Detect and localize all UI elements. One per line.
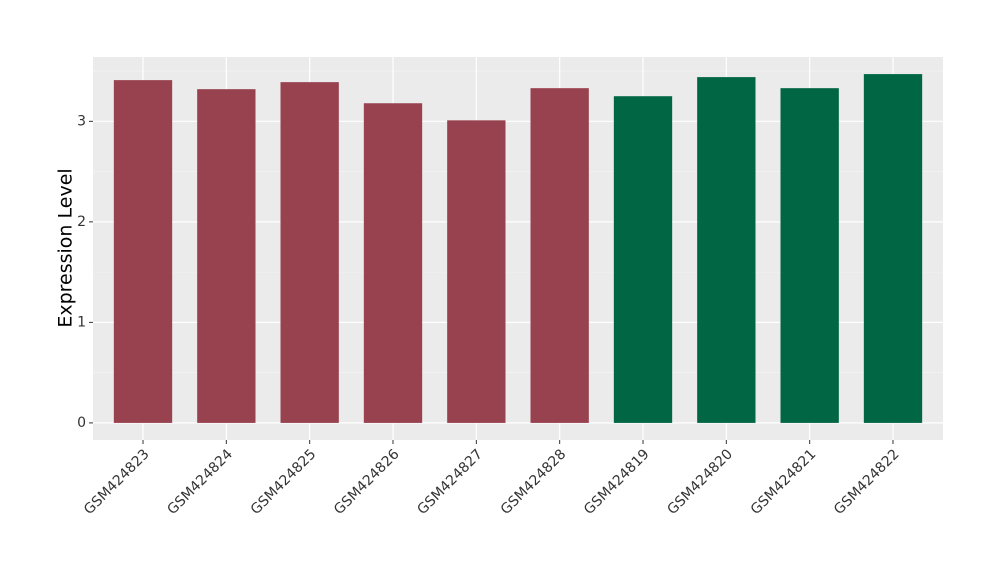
bar [447,120,506,423]
x-tick-label: GSM424825 [248,446,320,518]
x-tick-label: GSM424819 [581,446,653,518]
bar [363,103,423,423]
x-tick-label: GSM424822 [831,446,903,518]
bar [113,80,173,423]
x-tick-label: GSM424827 [414,446,486,518]
bar [197,89,256,423]
x-tick-label: GSM424826 [331,446,403,518]
bar [697,77,756,423]
bar [780,88,839,423]
y-tick-label: 3 [77,113,86,129]
bar [863,74,923,423]
x-tick-label: GSM424820 [664,446,736,518]
bar [613,96,673,423]
x-tick-label: GSM424824 [164,446,236,518]
y-tick-label: 1 [77,314,86,330]
y-axis-label: Expression Level [55,168,77,327]
x-tick-label: GSM424828 [498,446,570,518]
bar [280,82,339,423]
y-tick-label: 0 [77,415,86,431]
y-tick-label: 2 [77,214,86,230]
x-tick-label: GSM424821 [748,446,820,518]
x-tick-label: GSM424823 [81,446,153,518]
bar [530,88,589,423]
